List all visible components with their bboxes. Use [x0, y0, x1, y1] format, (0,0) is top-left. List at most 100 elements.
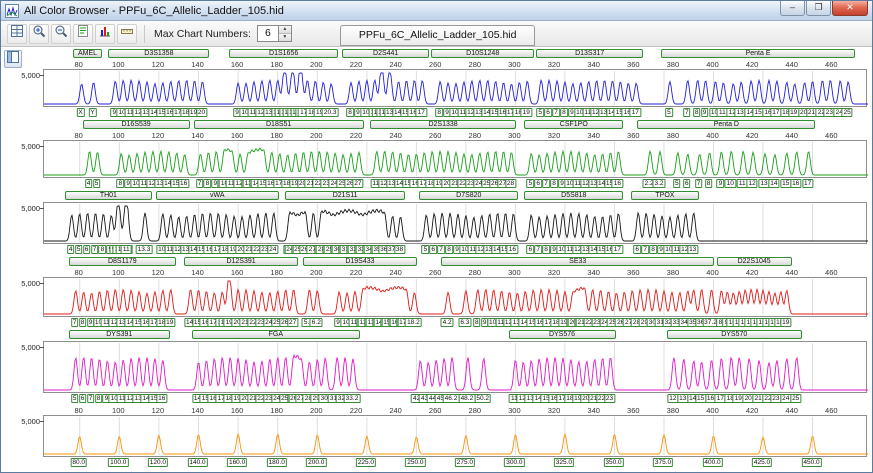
- marker-D8S1179[interactable]: D8S1179: [68, 257, 176, 266]
- grid-button[interactable]: [7, 23, 27, 44]
- allele-label[interactable]: 16: [790, 179, 802, 188]
- allele-label[interactable]: 7: [641, 245, 649, 254]
- allele-label[interactable]: 180.0: [266, 458, 287, 467]
- maximize-button[interactable]: ❐: [806, 1, 831, 16]
- marker-D2S441[interactable]: D2S441: [342, 49, 430, 58]
- spinner-value[interactable]: 6: [264, 27, 271, 39]
- allele-label[interactable]: 5: [665, 108, 673, 117]
- allele-label[interactable]: 5: [536, 108, 544, 117]
- allele-label[interactable]: 6: [82, 245, 91, 254]
- allele-label[interactable]: 325.0: [553, 458, 575, 467]
- allele-label[interactable]: 8: [649, 245, 657, 254]
- plot-green[interactable]: 5,000: [21, 140, 868, 178]
- allele-label[interactable]: 20.3: [321, 108, 339, 117]
- marker-D13S317[interactable]: D13S317: [536, 49, 644, 58]
- plot-blue[interactable]: 5,000: [21, 69, 868, 107]
- allele-label[interactable]: 7: [90, 245, 99, 254]
- trace-green[interactable]: [44, 141, 868, 177]
- allele-label[interactable]: 7: [437, 245, 445, 254]
- allele-label[interactable]: 350.0: [603, 458, 624, 467]
- allele-label[interactable]: 8: [203, 179, 212, 188]
- allele-label[interactable]: 20: [195, 108, 208, 117]
- allele-label[interactable]: 17: [801, 179, 814, 188]
- marker-DYS391[interactable]: DYS391: [68, 330, 170, 339]
- allele-label[interactable]: 5: [526, 179, 535, 188]
- allele-label[interactable]: 33.2: [343, 394, 361, 403]
- max-chart-numbers-spinner[interactable]: 6 ▲ ▼: [256, 25, 292, 42]
- allele-label[interactable]: 50.2: [474, 394, 492, 403]
- allele-label[interactable]: 24: [267, 245, 279, 254]
- marker-TPOX[interactable]: TPOX: [631, 191, 699, 200]
- allele-label[interactable]: 7: [195, 179, 204, 188]
- marker-D10S1248[interactable]: D10S1248: [431, 49, 535, 58]
- trace-red[interactable]: [44, 278, 868, 316]
- allele-label[interactable]: 100.0: [108, 458, 129, 467]
- trace-blue[interactable]: [44, 70, 868, 106]
- allele-label[interactable]: 17: [629, 108, 641, 117]
- allele-label[interactable]: 250.0: [405, 458, 426, 467]
- plot-black[interactable]: 5,000: [21, 202, 868, 244]
- allele-label[interactable]: 8: [692, 108, 701, 117]
- allele-label[interactable]: 3.2: [652, 179, 666, 188]
- plot-red[interactable]: 5,000: [21, 277, 868, 317]
- allele-label[interactable]: 450.0: [801, 458, 822, 467]
- marker-SE33[interactable]: SE33: [441, 257, 715, 266]
- allele-label[interactable]: 400.0: [702, 458, 723, 467]
- side-panel-button[interactable]: [4, 50, 22, 68]
- trace-black[interactable]: [44, 203, 868, 243]
- marker-TH01[interactable]: TH01: [64, 191, 152, 200]
- allele-label[interactable]: 11: [120, 245, 132, 254]
- allele-label[interactable]: 46.2: [442, 394, 460, 403]
- marker-D7S820[interactable]: D7S820: [419, 191, 519, 200]
- allele-label[interactable]: 8: [542, 245, 550, 254]
- ruler-button[interactable]: [117, 23, 137, 44]
- trace-magenta[interactable]: [44, 342, 868, 392]
- marker-D19S433[interactable]: D19S433: [302, 257, 418, 266]
- allele-label[interactable]: 6: [78, 394, 87, 403]
- allele-label[interactable]: 6: [526, 245, 535, 254]
- allele-label[interactable]: 375.0: [652, 458, 674, 467]
- allele-label[interactable]: 6: [534, 179, 542, 188]
- zoom-in-button[interactable]: [29, 23, 49, 44]
- allele-label[interactable]: 10: [724, 179, 736, 188]
- allele-label[interactable]: 8: [472, 318, 481, 327]
- allele-label[interactable]: 6.3: [458, 318, 472, 327]
- allele-label[interactable]: 4: [84, 179, 93, 188]
- allele-label[interactable]: 16: [177, 179, 190, 188]
- allele-label[interactable]: 13.3: [135, 245, 153, 254]
- allele-label[interactable]: 19: [164, 318, 176, 327]
- marker-D18S51[interactable]: D18S51: [193, 120, 364, 129]
- allele-label[interactable]: 120.0: [147, 458, 169, 467]
- allele-label[interactable]: 17: [611, 245, 624, 254]
- trace-orange[interactable]: [44, 416, 868, 456]
- allele-label[interactable]: 225.0: [355, 458, 377, 467]
- allele-label[interactable]: 9: [716, 179, 725, 188]
- allele-label[interactable]: 300.0: [504, 458, 525, 467]
- marker-D2S1338[interactable]: D2S1338: [369, 120, 517, 129]
- marker-CSF1PO[interactable]: CSF1PO: [524, 120, 624, 129]
- allele-label[interactable]: 8: [94, 394, 103, 403]
- allele-label[interactable]: 8: [550, 179, 558, 188]
- zoom-out-button[interactable]: [51, 23, 71, 44]
- allele-label[interactable]: 28: [504, 179, 517, 188]
- allele-label[interactable]: 5: [421, 245, 430, 254]
- allele-label[interactable]: 8: [98, 245, 107, 254]
- allele-label[interactable]: 160.0: [226, 458, 248, 467]
- allele-label[interactable]: 7: [86, 394, 95, 403]
- allele-label[interactable]: 8: [346, 108, 354, 117]
- marker-D12S391[interactable]: D12S391: [183, 257, 299, 266]
- report-button[interactable]: [73, 23, 93, 44]
- allele-label[interactable]: 19: [780, 318, 792, 327]
- marker-Penta-E[interactable]: Penta E: [661, 49, 856, 58]
- allele-label[interactable]: 6: [429, 245, 437, 254]
- allele-label[interactable]: 6.2: [309, 318, 323, 327]
- allele-label[interactable]: 275.0: [454, 458, 476, 467]
- allele-label[interactable]: 13: [687, 245, 699, 254]
- allele-label[interactable]: 9: [700, 108, 709, 117]
- plot-orange[interactable]: 5,000: [21, 415, 868, 457]
- allele-label[interactable]: 5: [74, 245, 83, 254]
- allele-label[interactable]: 7: [534, 245, 542, 254]
- marker-D1S1656[interactable]: D1S1656: [229, 49, 339, 58]
- allele-label[interactable]: 6: [633, 245, 641, 254]
- chart-button[interactable]: [95, 23, 115, 44]
